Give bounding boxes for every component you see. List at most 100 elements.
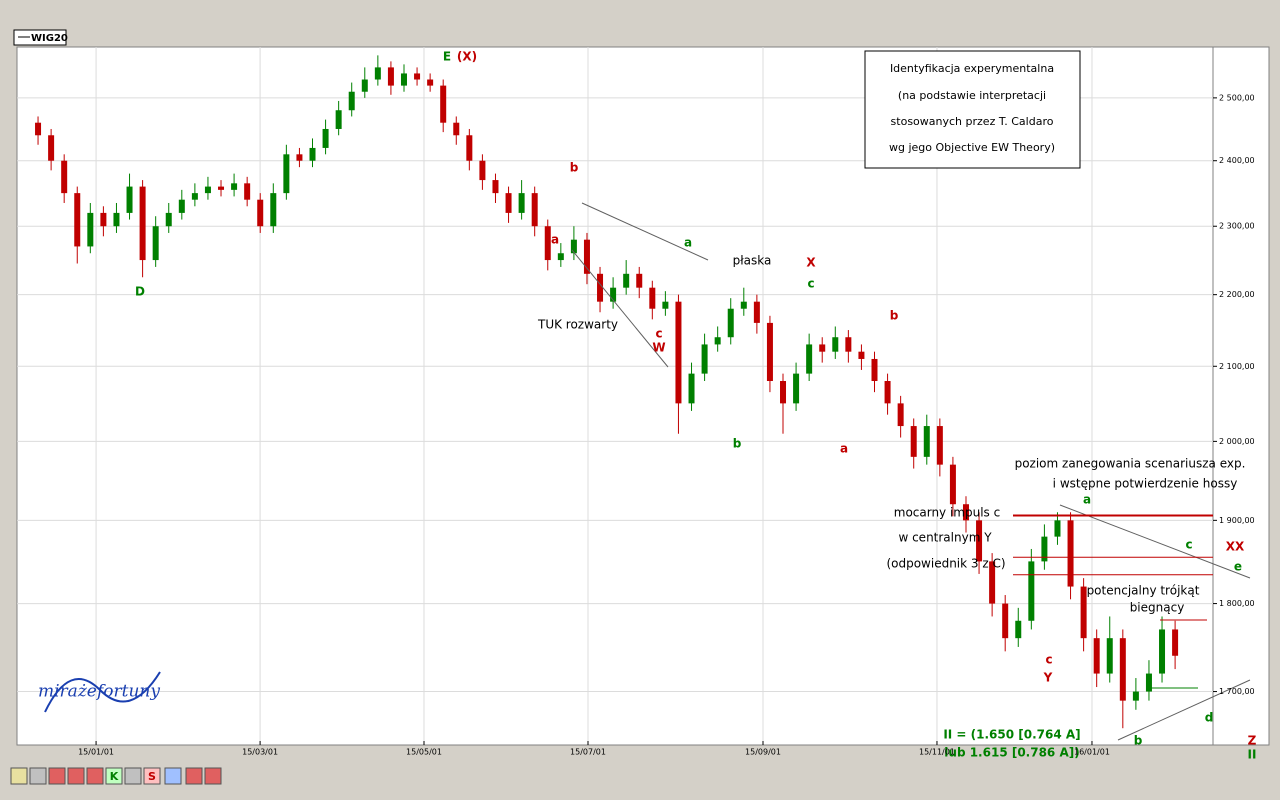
tool-print[interactable]: [164, 767, 182, 785]
candle-body: [1028, 561, 1035, 621]
candle-body: [662, 301, 669, 309]
candle-body: [806, 344, 813, 374]
info-line: wg jego Objective EW Theory): [889, 141, 1055, 154]
tool-zoom[interactable]: [124, 767, 142, 785]
candle-body: [1132, 691, 1139, 701]
candle-body: [740, 301, 747, 309]
y-tick-label: 2 200,00: [1219, 290, 1255, 299]
candle-body: [910, 426, 917, 457]
annotation: lub 1.615 [0.786 A]): [944, 746, 1079, 760]
tool-save[interactable]: [29, 767, 47, 785]
annotation: W: [652, 341, 665, 355]
y-tick-label: 1 700,00: [1219, 687, 1255, 696]
candle-body: [1002, 603, 1009, 639]
annotation: (odpowiednik 3 z C): [886, 557, 1005, 571]
annotation: II = (1.650 [0.764 A]: [943, 728, 1080, 742]
tool-d[interactable]: [185, 767, 203, 785]
annotation: c: [807, 277, 814, 291]
annotation: b: [570, 161, 579, 175]
annotation: d: [1205, 711, 1214, 725]
candle-body: [152, 226, 159, 261]
candle-body: [453, 122, 460, 136]
x-tick-label: 15/05/01: [406, 748, 442, 757]
candle-body: [923, 426, 930, 457]
annotation: a: [551, 233, 559, 247]
tool-a[interactable]: [48, 767, 66, 785]
logo-swoosh: [44, 671, 161, 713]
candle-body: [989, 561, 996, 604]
candle-body: [335, 110, 342, 129]
candle-body: [570, 239, 577, 254]
candle-body: [283, 154, 290, 194]
candle-body: [1093, 638, 1100, 674]
y-tick-label: 1 900,00: [1219, 516, 1255, 525]
candle-body: [87, 212, 94, 247]
annotation: D: [135, 285, 145, 299]
candle-body: [714, 337, 721, 345]
candle-body: [610, 287, 617, 302]
tool-b[interactable]: [67, 767, 85, 785]
candle-body: [845, 337, 852, 352]
tool-open[interactable]: [10, 767, 28, 785]
candle-body: [74, 193, 81, 247]
info-line: Identyfikacja experymentalna: [890, 62, 1054, 75]
candle-body: [191, 193, 198, 200]
tool-s-label: S: [148, 770, 156, 783]
candle-body: [753, 301, 760, 323]
candle-body: [231, 183, 238, 190]
x-tick-label: 15/09/01: [745, 748, 781, 757]
annotation: a: [840, 442, 848, 456]
annotation: XX: [1226, 540, 1245, 554]
candle-body: [819, 344, 826, 352]
tool-s[interactable]: [143, 767, 161, 785]
annotation: biegnący: [1130, 601, 1185, 615]
candle-body: [257, 199, 264, 227]
annotation: poziom zanegowania scenariusza exp.: [1015, 457, 1246, 471]
candle-body: [1145, 673, 1152, 692]
candle-body: [871, 358, 878, 382]
annotation: (X): [457, 50, 477, 64]
legend-text: WIG20: [31, 33, 68, 44]
candle-body: [244, 183, 251, 200]
candle-body: [322, 128, 329, 148]
trend-lines: [571, 202, 1251, 741]
candle-body: [505, 193, 512, 213]
candle-body: [35, 122, 42, 136]
candle-body: [1119, 638, 1126, 701]
candle-body: [139, 186, 146, 261]
tool-c[interactable]: [86, 767, 104, 785]
candle-body: [387, 67, 394, 86]
candle-body: [296, 154, 303, 161]
y-tick-label: 2 300,00: [1219, 222, 1255, 231]
toolbar: K S: [0, 765, 1280, 800]
candle-body: [270, 193, 277, 227]
candle-body: [479, 160, 486, 181]
candle-body: [113, 212, 120, 227]
annotation: TUK rozwarty: [537, 318, 618, 332]
candle-body: [1106, 638, 1113, 674]
candle-body: [936, 426, 943, 465]
y-tick-label: 1 800,00: [1219, 599, 1255, 608]
info-line: stosowanych przez T. Caldaro: [891, 115, 1054, 128]
candle-body: [100, 212, 107, 227]
candle-body: [1041, 536, 1048, 562]
annotation: Y: [1043, 671, 1053, 685]
annotation: płaska: [733, 254, 772, 268]
x-tick-label: 15/11/01: [919, 748, 955, 757]
candle-body: [597, 273, 604, 302]
tool-k[interactable]: [105, 767, 123, 785]
info-box: [864, 50, 1081, 169]
info-line: (na podstawie interpretacji: [898, 89, 1046, 102]
annotation: II: [1248, 748, 1257, 762]
y-tick-label: 2 100,00: [1219, 362, 1255, 371]
candle-body: [414, 73, 421, 80]
x-tick-label: 15/07/01: [570, 748, 606, 757]
trend-line: [1059, 504, 1251, 579]
tool-e[interactable]: [204, 767, 222, 785]
annotation: b: [890, 309, 899, 323]
candle-body: [897, 403, 904, 427]
candle-body: [675, 301, 682, 404]
candle-body: [309, 147, 316, 161]
